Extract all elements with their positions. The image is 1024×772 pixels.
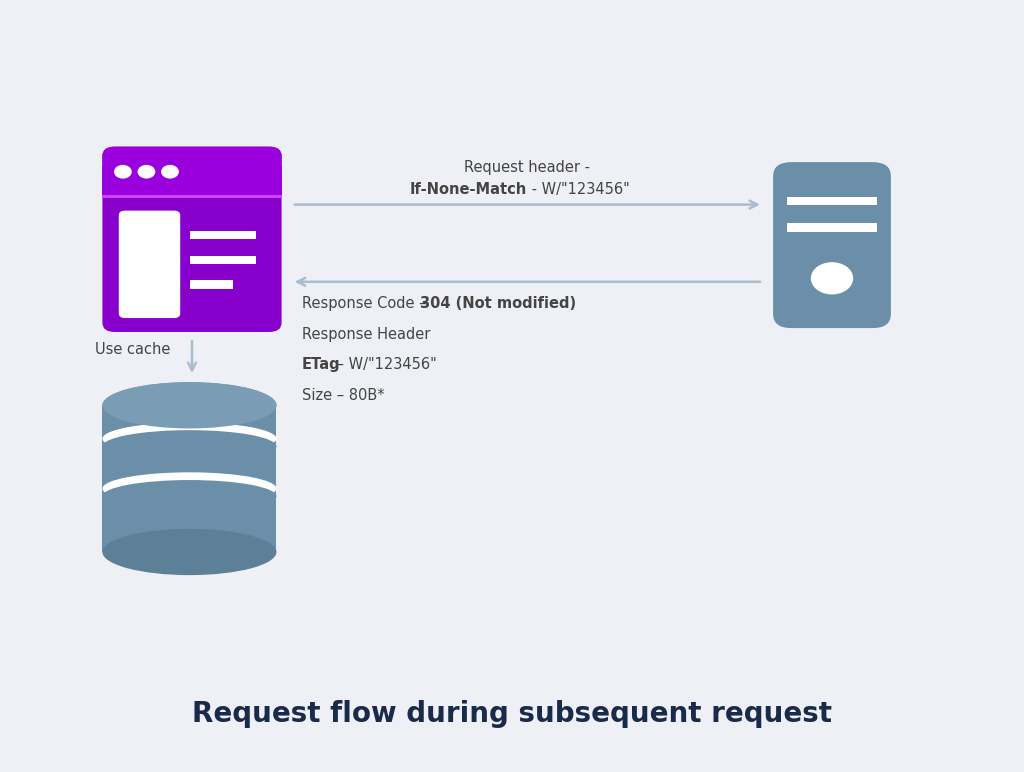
Text: Response Code –: Response Code – [302, 296, 431, 310]
Bar [102, 405, 276, 552]
Text: Size – 80B*: Size – 80B* [302, 388, 385, 403]
Text: Use cache: Use cache [94, 342, 170, 357]
Ellipse shape [102, 472, 276, 505]
Bar [787, 223, 877, 232]
Ellipse shape [102, 480, 276, 513]
Text: ETag: ETag [302, 357, 341, 372]
Text: 304 (Not modified): 304 (Not modified) [420, 296, 577, 310]
Ellipse shape [102, 430, 276, 462]
Circle shape [138, 165, 155, 178]
Text: If-None-Match: If-None-Match [410, 182, 527, 197]
Ellipse shape [102, 529, 276, 575]
Bar [102, 166, 282, 195]
Text: Response Header: Response Header [302, 327, 430, 341]
Bar [102, 195, 282, 198]
FancyBboxPatch shape [773, 162, 891, 328]
FancyBboxPatch shape [119, 211, 180, 318]
Circle shape [115, 165, 131, 178]
Text: – W/"123456": – W/"123456" [332, 357, 436, 372]
Bar [190, 256, 256, 264]
Text: Request flow during subsequent request: Request flow during subsequent request [193, 700, 831, 728]
Ellipse shape [102, 382, 276, 428]
Text: Request header -: Request header - [464, 161, 591, 175]
Circle shape [162, 165, 178, 178]
Bar [190, 231, 256, 239]
Text: - W/"123456": - W/"123456" [527, 182, 630, 197]
FancyBboxPatch shape [102, 147, 282, 332]
FancyBboxPatch shape [102, 147, 282, 195]
Ellipse shape [102, 382, 276, 428]
Bar [787, 197, 877, 205]
Circle shape [811, 262, 852, 294]
Ellipse shape [102, 422, 276, 455]
Bar [190, 280, 233, 289]
